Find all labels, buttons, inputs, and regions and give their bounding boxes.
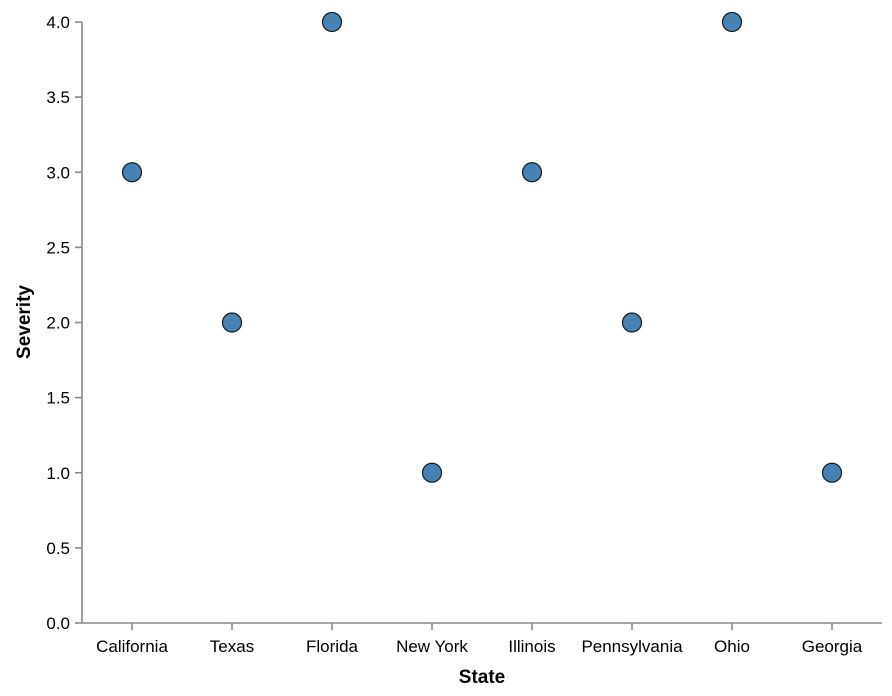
x-tick-label: New York (396, 637, 468, 656)
y-tick-label: 0.5 (46, 539, 70, 558)
x-tick-label: Illinois (508, 637, 555, 656)
data-point (621, 312, 643, 333)
y-tick-label: 1.0 (46, 464, 70, 483)
x-axis: California Texas Florida New York Illinois Pe… (82, 622, 882, 656)
data-point (121, 162, 143, 183)
x-tick-label: California (96, 637, 168, 656)
y-tick-label: 2.5 (46, 238, 70, 257)
y-tick-label: 1.5 (46, 389, 70, 408)
y-axis: 0.0 0.5 1.0 1.5 2.0 2.5 3.0 3.5 4.0 (46, 13, 83, 633)
x-tick-label: Georgia (802, 637, 863, 656)
y-tick-label: 3.0 (46, 163, 70, 182)
x-tick-label: Ohio (714, 637, 750, 656)
y-tick-label: 0.0 (46, 614, 70, 633)
data-point (321, 11, 343, 33)
x-tick-label: Florida (306, 637, 359, 656)
y-tick-label: 3.5 (46, 88, 70, 107)
data-point (421, 462, 443, 483)
x-tick-label: Texas (210, 637, 254, 656)
data-point (821, 462, 843, 483)
x-axis-title: State (459, 667, 505, 688)
data-points (121, 11, 843, 483)
x-tick-label: Pennsylvania (581, 637, 683, 656)
data-point (721, 11, 743, 33)
data-point (521, 162, 543, 183)
y-tick-label: 4.0 (46, 13, 70, 32)
y-tick-label: 2.0 (46, 314, 70, 333)
data-point (221, 312, 243, 333)
y-axis-title: Severity (14, 285, 35, 359)
